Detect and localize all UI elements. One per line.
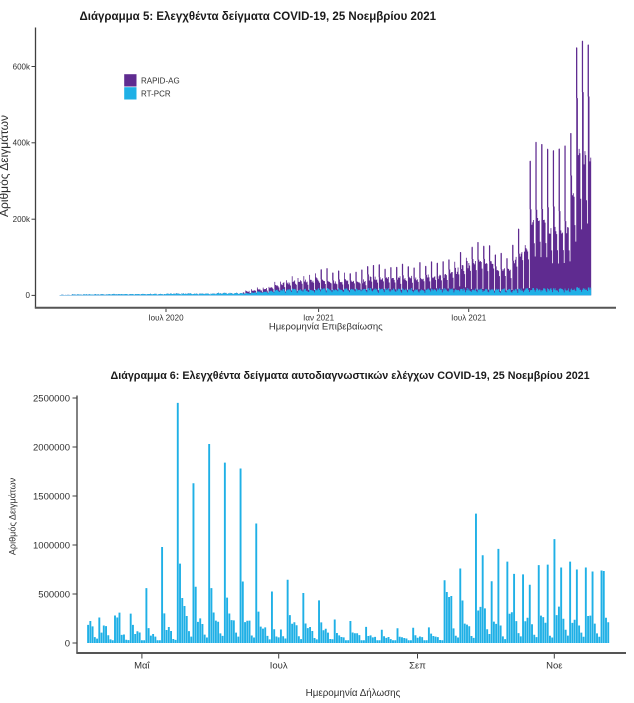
svg-text:1500000: 1500000 — [33, 491, 70, 502]
svg-text:Διάγραμμα 5: Ελεγχθέντα δείγμα: Διάγραμμα 5: Ελεγχθέντα δείγματα COVID-1… — [80, 11, 437, 23]
svg-text:Μαΐ: Μαΐ — [134, 661, 150, 672]
svg-text:0: 0 — [65, 638, 70, 649]
svg-text:Αριθμός Δειγμάτων: Αριθμός Δειγμάτων — [8, 477, 18, 555]
svg-text:Ιαν 2021: Ιαν 2021 — [303, 314, 334, 323]
svg-text:1000000: 1000000 — [33, 540, 70, 551]
svg-text:600k: 600k — [13, 62, 31, 71]
svg-text:200k: 200k — [13, 215, 31, 224]
svg-text:Αριθμός Δειγμάτων: Αριθμός Δειγμάτων — [0, 115, 11, 217]
svg-text:0: 0 — [26, 291, 31, 300]
svg-text:2000000: 2000000 — [33, 442, 70, 453]
svg-text:500000: 500000 — [38, 589, 70, 600]
svg-text:Διάγραμμα 6: Ελεγχθέντα δείγμα: Διάγραμμα 6: Ελεγχθέντα δείγματα αυτοδια… — [111, 370, 590, 382]
svg-text:2500000: 2500000 — [33, 393, 70, 404]
svg-text:Ιουλ 2020: Ιουλ 2020 — [148, 314, 184, 323]
svg-text:Νοε: Νοε — [546, 661, 563, 672]
svg-text:Ημερομηνία Δήλωσης: Ημερομηνία Δήλωσης — [306, 688, 401, 699]
svg-text:Σεπ: Σεπ — [409, 661, 426, 672]
svg-text:RT-PCR: RT-PCR — [141, 89, 171, 98]
svg-text:Ιουλ: Ιουλ — [270, 661, 288, 672]
svg-text:RAPID-AG: RAPID-AG — [141, 76, 180, 85]
svg-text:Ιουλ 2021: Ιουλ 2021 — [451, 314, 487, 323]
svg-text:400k: 400k — [13, 139, 31, 148]
svg-text:Ημερομηνία Επιβεβαίωσης: Ημερομηνία Επιβεβαίωσης — [269, 321, 383, 332]
